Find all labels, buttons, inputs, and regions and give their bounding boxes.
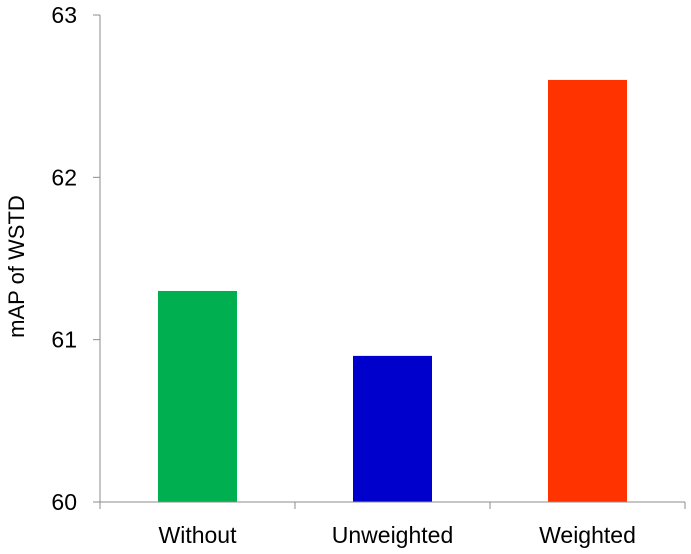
bar-without xyxy=(158,290,237,502)
y-tick-label: 61 xyxy=(51,327,77,353)
y-tick-label: 60 xyxy=(51,489,77,515)
y-tick-label: 62 xyxy=(51,164,77,190)
bars xyxy=(158,79,627,502)
x-tick-label: Without xyxy=(159,522,238,548)
x-tick-label: Unweighted xyxy=(332,522,453,548)
y-axis-title: mAP of WSTD xyxy=(4,195,29,338)
bar-weighted xyxy=(548,79,627,502)
x-axis-labels: Without Unweighted Weighted xyxy=(159,522,636,548)
x-axis-ticks xyxy=(99,502,686,509)
bar-unweighted xyxy=(353,355,432,502)
x-tick-label: Weighted xyxy=(539,522,636,548)
y-axis-labels: 60 61 62 63 xyxy=(51,2,77,515)
y-axis-ticks xyxy=(93,14,100,503)
y-tick-label: 63 xyxy=(51,2,77,28)
